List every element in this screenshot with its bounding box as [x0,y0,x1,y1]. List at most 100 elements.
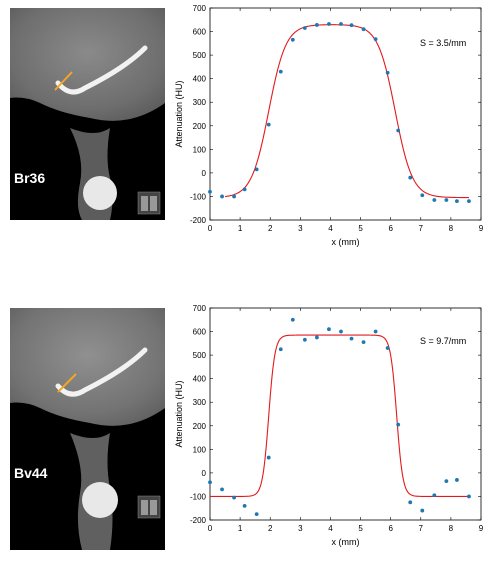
chart-annotation: S = 9.7/mm [420,336,466,346]
data-point [349,23,354,28]
chart-annotation: S = 3.5/mm [420,38,466,48]
fit-curve [210,334,469,497]
y-tick-label: 400 [193,375,207,384]
data-point [290,37,295,42]
y-tick-label: -100 [190,192,207,201]
y-tick-label: -100 [190,492,207,501]
data-point [467,199,471,204]
data-point [396,128,401,133]
kernel-label: Bv44 [14,465,48,481]
data-point [232,194,236,199]
data-point [455,199,459,204]
data-point [208,480,212,485]
data-point [420,193,425,198]
panel-br36: Br36 S = 3.5/mm 0 1 2 3 4 5 6 7 8 9 -200 -100 0 100 20… [0,0,494,275]
data-point [232,495,236,500]
panel-bv44: Bv44 S = 9.7/mm 0 1 2 3 4 5 6 7 8 9 -200 -100 0 100 20… [0,300,494,575]
x-tick-label: 2 [268,524,273,533]
x-tick-label: 3 [298,224,303,233]
data-point [314,23,319,27]
y-tick-label: -200 [190,516,207,525]
data-point [208,189,212,194]
data-point [361,27,366,32]
data-point [420,508,425,513]
y-tick-label: 100 [193,145,207,154]
x-tick-label: 6 [388,524,393,533]
data-point [220,194,224,199]
y-tick-label: 200 [193,422,207,431]
data-point [373,329,378,334]
data-point [408,500,413,505]
data-point [385,70,390,75]
data-point [302,26,307,30]
data-point [278,69,283,74]
ct-scan-icon [10,308,165,550]
data-point [361,340,366,345]
x-tick-label: 7 [419,524,424,533]
data-point [220,487,224,492]
ct-image-bv44 [10,308,165,550]
y-tick-label: 0 [202,469,207,478]
kernel-label: Br36 [14,170,46,186]
data-point [432,198,437,202]
y-tick-label: 100 [193,445,207,454]
y-tick-label: -200 [190,216,207,225]
data-point [266,122,271,127]
x-tick-label: 6 [388,224,393,233]
data-point [327,22,331,26]
plot-frame [209,7,482,221]
data-point [242,503,247,508]
data-point [339,329,343,334]
data-point [314,335,319,340]
x-tick-label: 1 [238,524,243,533]
data-point [455,478,459,482]
attenuation-profile-chart: S = 9.7/mm 0 1 2 3 4 5 6 7 8 9 -200 -100 0 100 200 300 4… [174,304,484,547]
x-axis-label: x (mm) [332,537,360,547]
data-point [290,317,295,322]
data-point [278,347,283,352]
x-tick-label: 8 [449,224,454,233]
data-point [242,187,247,192]
data-point [327,327,331,332]
x-tick-label: 4 [328,224,333,233]
x-tick-label: 5 [358,524,363,533]
x-tick-label: 1 [238,224,243,233]
x-tick-label: 9 [479,524,484,533]
x-tick-label: 4 [328,524,333,533]
data-point [444,479,449,484]
y-axis-label: Attenuation (HU) [174,80,184,147]
y-axis-label: Attenuation (HU) [174,380,184,447]
x-tick-label: 5 [358,224,363,233]
data-point [254,512,259,517]
y-tick-label: 200 [193,122,207,131]
x-tick-label: 9 [479,224,484,233]
y-tick-label: 500 [193,351,207,360]
ct-image-br36 [10,8,165,220]
y-tick-label: 700 [193,4,207,13]
y-tick-label: 600 [193,328,207,337]
y-tick-label: 300 [193,98,207,107]
data-point [373,37,378,41]
ct-scan-icon [10,8,165,220]
data-point [467,494,471,499]
plot-frame [209,307,482,521]
data-point [444,198,449,202]
y-tick-label: 400 [193,75,207,84]
data-point [408,175,413,180]
data-point [396,422,401,427]
x-tick-label: 8 [449,524,454,533]
y-tick-label: 0 [202,169,207,178]
x-tick-label: 0 [208,224,213,233]
data-point [385,346,390,350]
data-point [349,336,354,341]
x-tick-label: 3 [298,524,303,533]
y-tick-label: 500 [193,51,207,60]
x-tick-label: 7 [419,224,424,233]
x-tick-label: 2 [268,224,273,233]
attenuation-profile-chart: S = 3.5/mm 0 1 2 3 4 5 6 7 8 9 -200 -100 0 100 200 300 4… [174,4,484,247]
data-point [339,22,343,26]
data-point [266,455,271,460]
data-point [302,337,307,342]
y-tick-label: 300 [193,398,207,407]
data-point [432,493,437,498]
